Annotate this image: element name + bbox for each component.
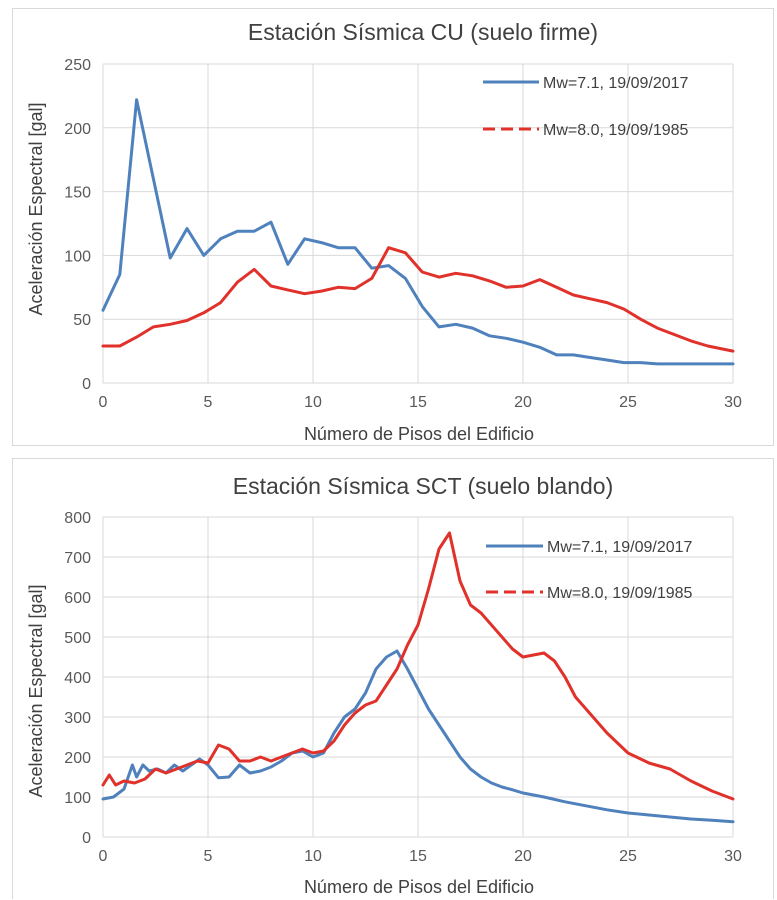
x-tick-label: 25 bbox=[619, 394, 637, 411]
y-tick-label: 0 bbox=[82, 376, 91, 393]
grid bbox=[102, 516, 734, 838]
chart-panel-sct: Estación Sísmica SCT (suelo blando) 0 5 10… bbox=[12, 458, 774, 899]
chart-title: Estación Sísmica SCT (suelo blando) bbox=[233, 473, 614, 499]
chart-cu: Estación Sísmica CU (suelo firme) 0 5 10 15… bbox=[26, 19, 742, 444]
x-axis-title: Número de Pisos del Edificio bbox=[304, 877, 534, 897]
x-tick-label: 0 bbox=[99, 848, 108, 865]
y-tick-label: 500 bbox=[64, 630, 91, 647]
y-axis-title: Aceleración Espectral [gal] bbox=[26, 102, 46, 315]
x-tick-label: 20 bbox=[514, 394, 532, 411]
x-tick-label: 30 bbox=[724, 848, 742, 865]
x-tick-label: 10 bbox=[304, 848, 322, 865]
x-axis-ticks: 0 5 10 15 20 25 30 bbox=[99, 848, 742, 865]
x-tick-label: 30 bbox=[724, 394, 742, 411]
y-axis-title: Aceleración Espectral [gal] bbox=[26, 584, 46, 797]
x-axis-ticks: 0 5 10 15 20 25 30 bbox=[99, 394, 742, 411]
x-axis-title: Número de Pisos del Edificio bbox=[304, 424, 534, 444]
y-axis-ticks: 0 100 200 300 400 500 600 700 800 bbox=[64, 510, 91, 847]
series-line-2017 bbox=[101, 649, 735, 824]
y-tick-label: 700 bbox=[64, 550, 91, 567]
chart-sct: Estación Sísmica SCT (suelo blando) 0 5 10… bbox=[26, 473, 742, 897]
y-tick-label: 150 bbox=[64, 185, 91, 202]
series-line-1985 bbox=[101, 531, 735, 801]
x-tick-label: 5 bbox=[204, 394, 213, 411]
series-lines bbox=[101, 531, 735, 824]
legend-label-1985: Mw=8.0, 19/09/1985 bbox=[547, 585, 693, 602]
y-tick-label: 100 bbox=[64, 790, 91, 807]
grid bbox=[102, 63, 734, 384]
y-tick-label: 100 bbox=[64, 248, 91, 265]
chart-panel-cu: Estación Sísmica CU (suelo firme) 0 5 10 15… bbox=[12, 8, 774, 446]
y-tick-label: 800 bbox=[64, 510, 91, 527]
legend: Mw=7.1, 19/09/2017 Mw=8.0, 19/09/1985 bbox=[486, 539, 693, 602]
x-tick-label: 10 bbox=[304, 394, 322, 411]
chart-title: Estación Sísmica CU (suelo firme) bbox=[248, 19, 598, 45]
x-tick-label: 15 bbox=[409, 848, 427, 865]
y-tick-label: 200 bbox=[64, 750, 91, 767]
series-line-2017 bbox=[101, 98, 735, 366]
y-tick-label: 250 bbox=[64, 57, 91, 74]
y-tick-label: 0 bbox=[82, 830, 91, 847]
x-tick-label: 0 bbox=[99, 394, 108, 411]
series-line-1985 bbox=[101, 246, 735, 353]
y-tick-label: 400 bbox=[64, 670, 91, 687]
series-lines bbox=[101, 98, 735, 366]
legend-label-1985: Mw=8.0, 19/09/1985 bbox=[543, 122, 689, 139]
x-tick-label: 15 bbox=[409, 394, 427, 411]
x-tick-label: 25 bbox=[619, 848, 637, 865]
legend-label-2017: Mw=7.1, 19/09/2017 bbox=[543, 75, 689, 92]
legend: Mw=7.1, 19/09/2017 Mw=8.0, 19/09/1985 bbox=[483, 75, 689, 139]
y-axis-ticks: 0 50 100 150 200 250 bbox=[64, 57, 91, 393]
x-tick-label: 5 bbox=[204, 848, 213, 865]
y-tick-label: 50 bbox=[73, 312, 91, 329]
y-tick-label: 600 bbox=[64, 590, 91, 607]
y-tick-label: 200 bbox=[64, 121, 91, 138]
x-tick-label: 20 bbox=[514, 848, 532, 865]
y-tick-label: 300 bbox=[64, 710, 91, 727]
legend-label-2017: Mw=7.1, 19/09/2017 bbox=[547, 539, 693, 556]
